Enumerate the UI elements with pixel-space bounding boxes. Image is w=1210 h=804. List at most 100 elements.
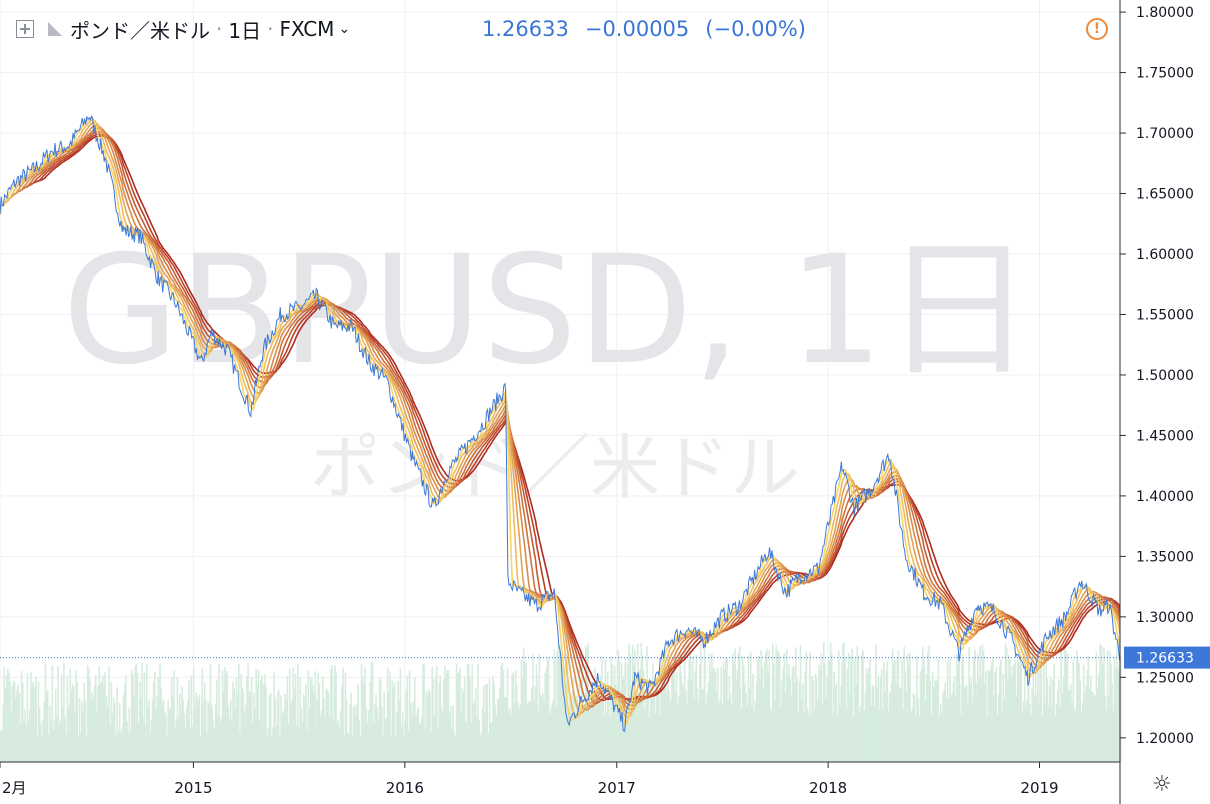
volume-bar xyxy=(171,696,174,762)
volume-bar xyxy=(506,667,509,762)
volume-bar xyxy=(348,734,350,762)
volume-bar xyxy=(352,707,355,762)
volume-bar xyxy=(314,671,317,762)
volume-bar xyxy=(243,713,246,762)
volume-bar xyxy=(174,727,176,762)
volume-bar xyxy=(1016,659,1019,762)
volume-bar xyxy=(297,664,299,762)
volume-bar xyxy=(312,685,314,762)
volume-bar xyxy=(827,660,830,762)
volume-bar xyxy=(884,692,886,762)
symbol-name[interactable]: ポンド／米ドル xyxy=(70,18,210,43)
volume-bar xyxy=(1047,705,1050,762)
volume-bar xyxy=(1001,710,1003,762)
volume-bar xyxy=(233,688,235,762)
volume-bar xyxy=(902,709,904,762)
gear-icon[interactable]: ☼ xyxy=(1152,772,1172,797)
exchange-label[interactable]: FXCM xyxy=(279,17,335,41)
price-axis[interactable]: 1.20000 1.25000 1.30000 1.35000 1.40000 1.450… xyxy=(1120,5,1194,747)
chevron-down-icon[interactable]: ⌄ xyxy=(338,21,351,37)
price-line[interactable] xyxy=(0,115,1121,733)
volume-bar xyxy=(599,675,602,762)
volume-bar xyxy=(1002,673,1005,762)
volume-bar xyxy=(1059,706,1061,762)
volume-bar xyxy=(184,727,187,762)
volume-bar xyxy=(32,681,35,762)
volume-bar xyxy=(284,693,286,762)
volume-bar xyxy=(474,688,477,762)
volume-bar xyxy=(300,708,303,762)
volume-bar xyxy=(1074,707,1077,762)
volume-bar xyxy=(890,682,893,762)
volume-bar xyxy=(674,690,677,762)
volume-bar xyxy=(887,711,890,762)
volume-bar xyxy=(337,720,340,762)
volume-bar xyxy=(758,655,760,762)
expand-icon[interactable] xyxy=(16,20,34,38)
volume-bar xyxy=(175,719,178,762)
volume-bar xyxy=(10,712,13,762)
volume-bar xyxy=(694,671,696,762)
time-axis[interactable]: 2月 2015 2016 2017 2018 2019 xyxy=(0,762,1059,797)
volume-bar xyxy=(670,700,672,762)
volume-bar xyxy=(828,660,831,762)
volume-bar xyxy=(117,731,120,762)
volume-bar xyxy=(944,682,947,762)
volume-bar xyxy=(363,683,365,762)
warning-icon[interactable]: ! xyxy=(1086,18,1108,40)
last-price: 1.26633 xyxy=(482,17,569,41)
volume-bar xyxy=(983,684,986,762)
volume-bar xyxy=(979,646,981,762)
volume-bar xyxy=(209,664,212,762)
volume-bar xyxy=(590,680,593,762)
volume-bar xyxy=(452,705,454,762)
volume-bar xyxy=(1042,647,1045,762)
volume-bar xyxy=(715,690,718,762)
volume-bar xyxy=(522,647,525,762)
volume-bar xyxy=(1014,659,1017,762)
volume-bar xyxy=(608,696,610,762)
volume-bar xyxy=(990,662,993,762)
volume-bar xyxy=(995,667,998,762)
volume-bar xyxy=(951,693,954,762)
volume-bar xyxy=(591,706,594,762)
volume-bar xyxy=(376,707,379,762)
volume-bar xyxy=(336,723,339,762)
volume-bar xyxy=(173,670,175,762)
volume-bar xyxy=(454,736,457,762)
volume-bar xyxy=(288,668,291,762)
volume-bar xyxy=(349,704,351,762)
volume-bar xyxy=(182,699,185,762)
volume-bar xyxy=(453,731,456,762)
volume-bar xyxy=(595,680,597,762)
volume-bar xyxy=(701,689,703,762)
volume-bar xyxy=(770,711,773,762)
volume-bar xyxy=(598,691,601,762)
volume-bar xyxy=(532,654,534,762)
volume-bar xyxy=(1038,704,1040,762)
volume-bar xyxy=(360,664,363,762)
volume-bar xyxy=(692,656,694,762)
volume-bar xyxy=(389,670,391,762)
volume-bar xyxy=(859,706,862,762)
volume-bar xyxy=(537,710,540,762)
separator-dot: · xyxy=(267,17,274,41)
volume-bar xyxy=(319,716,322,762)
volume-bar xyxy=(727,700,729,762)
volume-bar xyxy=(79,733,82,762)
volume-bar xyxy=(805,651,808,762)
volume-bar xyxy=(852,715,855,762)
volume-bar xyxy=(718,704,720,762)
volume-bar xyxy=(425,690,428,762)
volume-bar xyxy=(61,706,64,762)
interval-label[interactable]: 1日 xyxy=(228,18,262,43)
volume-bar xyxy=(426,695,429,762)
volume-bar xyxy=(13,682,16,762)
volume-bar xyxy=(844,656,846,762)
volume-bar xyxy=(93,685,96,762)
volume-bar xyxy=(224,667,226,762)
volume-bar xyxy=(429,691,431,762)
volume-bar xyxy=(634,694,637,762)
volume-bar xyxy=(735,679,738,762)
